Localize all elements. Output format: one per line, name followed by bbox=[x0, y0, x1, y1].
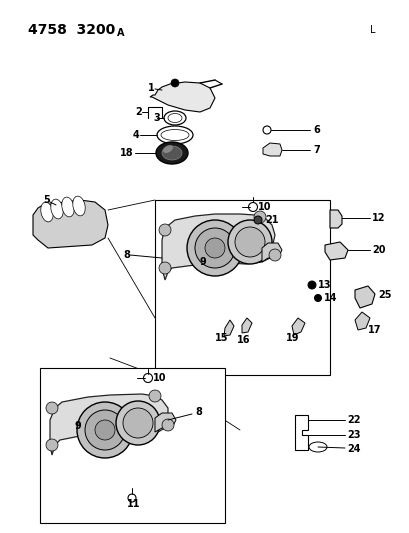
Circle shape bbox=[171, 79, 179, 87]
Polygon shape bbox=[329, 210, 341, 228]
Polygon shape bbox=[155, 413, 175, 432]
Text: 17: 17 bbox=[367, 325, 380, 335]
Polygon shape bbox=[354, 312, 369, 330]
Text: 3: 3 bbox=[153, 113, 160, 123]
Polygon shape bbox=[223, 320, 234, 336]
Text: 16: 16 bbox=[236, 335, 250, 345]
Bar bbox=[40, 368, 225, 523]
Ellipse shape bbox=[162, 146, 182, 160]
Text: 15: 15 bbox=[214, 333, 228, 343]
Polygon shape bbox=[150, 82, 214, 112]
Text: 18: 18 bbox=[120, 148, 133, 158]
Polygon shape bbox=[261, 243, 281, 262]
Circle shape bbox=[254, 216, 261, 224]
Text: 22: 22 bbox=[346, 415, 360, 425]
Circle shape bbox=[116, 401, 160, 445]
Circle shape bbox=[234, 227, 264, 257]
Circle shape bbox=[46, 439, 58, 451]
Circle shape bbox=[95, 420, 115, 440]
Text: 25: 25 bbox=[377, 290, 391, 300]
Text: 19: 19 bbox=[285, 333, 299, 343]
Text: 12: 12 bbox=[371, 213, 384, 223]
Text: L: L bbox=[369, 25, 375, 35]
Polygon shape bbox=[50, 394, 168, 455]
Ellipse shape bbox=[163, 146, 172, 152]
Text: 4: 4 bbox=[133, 130, 139, 140]
Circle shape bbox=[268, 249, 280, 261]
Text: 23: 23 bbox=[346, 430, 360, 440]
Text: 13: 13 bbox=[317, 280, 331, 290]
Ellipse shape bbox=[62, 197, 74, 217]
Ellipse shape bbox=[72, 196, 85, 216]
Ellipse shape bbox=[155, 142, 188, 164]
Text: 9: 9 bbox=[200, 257, 206, 267]
Text: A: A bbox=[117, 28, 124, 38]
Polygon shape bbox=[324, 242, 347, 260]
Polygon shape bbox=[262, 143, 281, 156]
Ellipse shape bbox=[51, 199, 63, 219]
Text: 2: 2 bbox=[135, 107, 142, 117]
Circle shape bbox=[85, 410, 125, 450]
Text: 7: 7 bbox=[312, 145, 319, 155]
Text: 8: 8 bbox=[123, 250, 130, 260]
Text: 10: 10 bbox=[257, 202, 271, 212]
Polygon shape bbox=[162, 214, 274, 280]
Circle shape bbox=[227, 220, 271, 264]
Text: 6: 6 bbox=[312, 125, 319, 135]
Circle shape bbox=[204, 238, 225, 258]
Polygon shape bbox=[33, 200, 108, 248]
Bar bbox=[155, 200, 329, 375]
Text: 10: 10 bbox=[153, 373, 166, 383]
Circle shape bbox=[159, 262, 171, 274]
Text: 14: 14 bbox=[323, 293, 337, 303]
Circle shape bbox=[148, 390, 161, 402]
Text: 21: 21 bbox=[264, 215, 278, 225]
Polygon shape bbox=[354, 286, 374, 308]
Text: 8: 8 bbox=[195, 407, 201, 417]
Text: 24: 24 bbox=[346, 444, 360, 454]
Circle shape bbox=[314, 295, 321, 302]
Ellipse shape bbox=[40, 202, 53, 222]
Text: 4758  3200: 4758 3200 bbox=[28, 23, 115, 37]
Circle shape bbox=[162, 419, 173, 431]
Text: 11: 11 bbox=[127, 499, 140, 509]
Text: 9: 9 bbox=[75, 421, 81, 431]
Text: 5: 5 bbox=[43, 195, 49, 205]
Circle shape bbox=[77, 402, 133, 458]
Polygon shape bbox=[291, 318, 304, 335]
Text: 1: 1 bbox=[148, 83, 154, 93]
Circle shape bbox=[46, 402, 58, 414]
Text: 20: 20 bbox=[371, 245, 384, 255]
Circle shape bbox=[307, 281, 315, 289]
Circle shape bbox=[123, 408, 153, 438]
Circle shape bbox=[159, 224, 171, 236]
Circle shape bbox=[195, 228, 234, 268]
Polygon shape bbox=[241, 318, 252, 333]
Circle shape bbox=[187, 220, 243, 276]
Circle shape bbox=[254, 211, 265, 223]
